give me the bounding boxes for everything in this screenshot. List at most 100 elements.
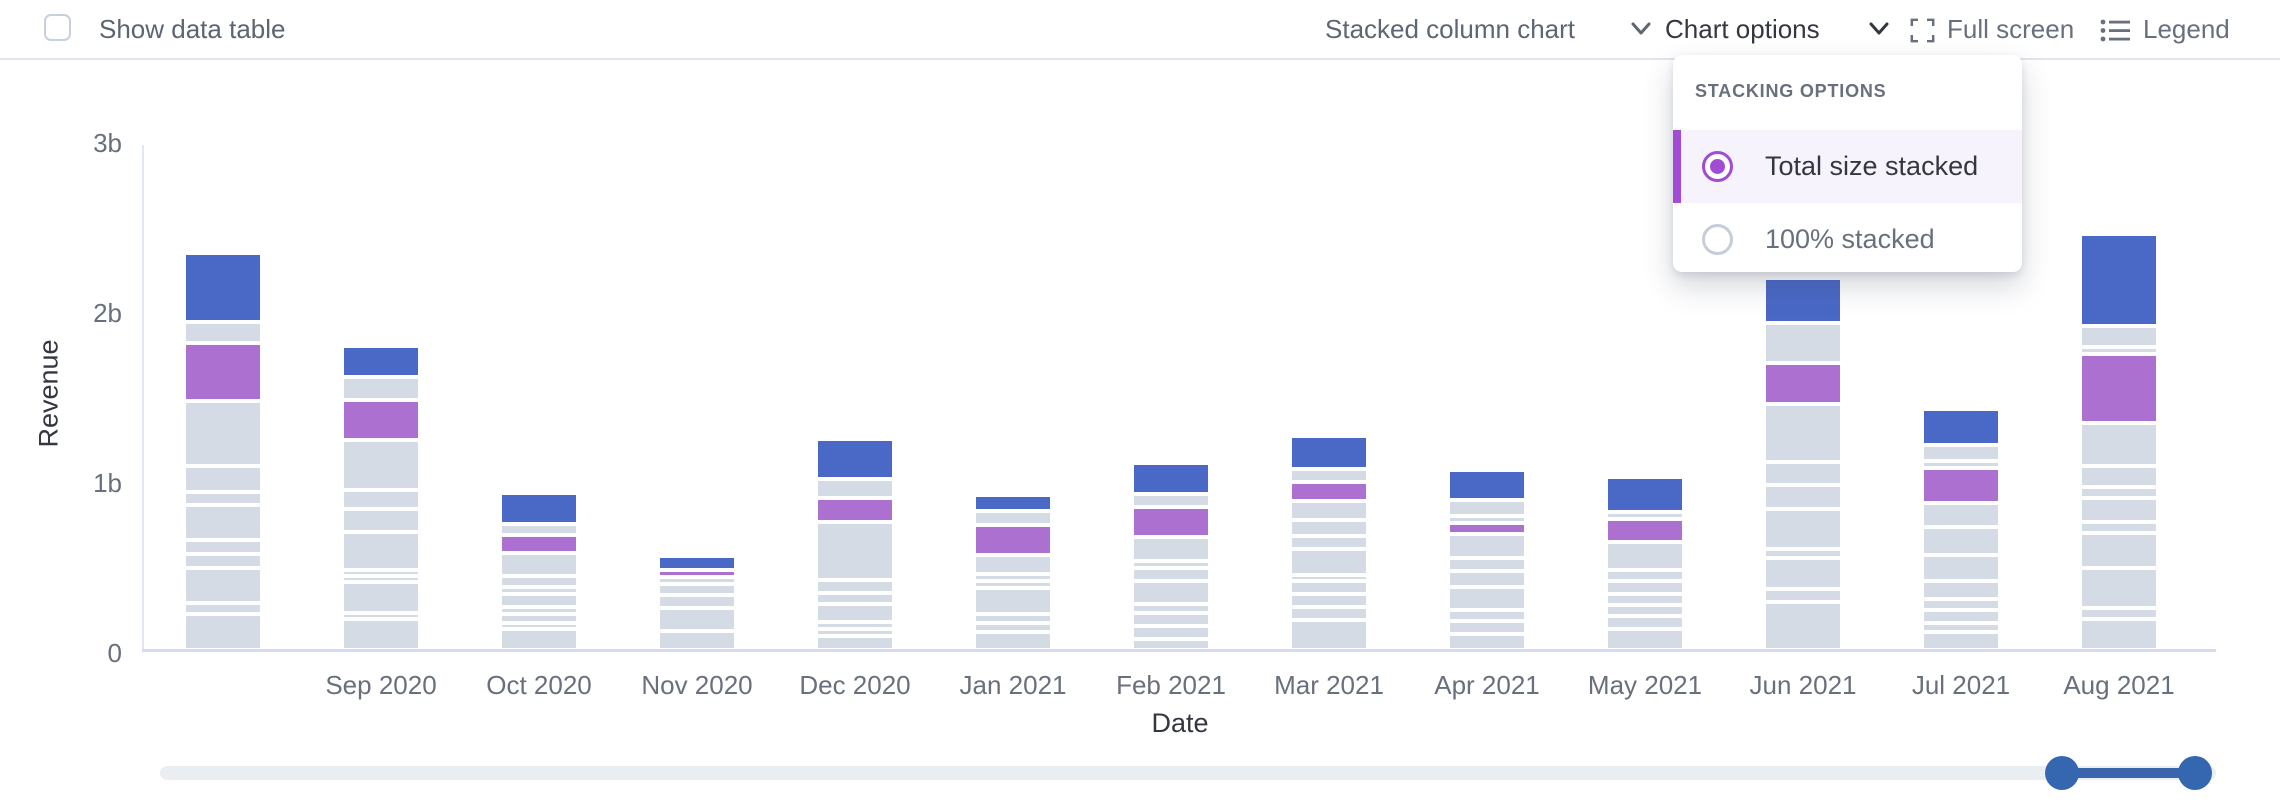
bar-segment-gray[interactable] xyxy=(344,511,418,530)
bar-segment-purple[interactable] xyxy=(186,345,260,399)
bar-segment-blue[interactable] xyxy=(502,495,576,522)
bar-segment-gray[interactable] xyxy=(1766,487,1840,507)
bar-segment-blue[interactable] xyxy=(818,441,892,477)
bar-segment-gray[interactable] xyxy=(1134,570,1208,579)
bar-segment-gray[interactable] xyxy=(1766,464,1840,483)
bar-segment-blue[interactable] xyxy=(1608,479,1682,510)
bar-segment-gray[interactable] xyxy=(976,634,1050,648)
bar-segment-gray[interactable] xyxy=(344,615,418,617)
radio-unselected-icon[interactable] xyxy=(1702,224,1733,255)
bar-segment-gray[interactable] xyxy=(2082,349,2156,352)
bar-segment-gray[interactable] xyxy=(1608,596,1682,603)
bar-segment-gray[interactable] xyxy=(502,609,576,612)
bar-segment-gray[interactable] xyxy=(1292,596,1366,605)
bar-segment-gray[interactable] xyxy=(976,513,1050,523)
bar-segment-gray[interactable] xyxy=(976,590,1050,612)
bar-segment-purple[interactable] xyxy=(1134,509,1208,535)
bar-segment-purple[interactable] xyxy=(818,500,892,520)
radio-selected-icon[interactable] xyxy=(1702,151,1733,182)
bar-segment-gray[interactable] xyxy=(186,570,260,601)
bar-segment-gray[interactable] xyxy=(2082,468,2156,485)
legend-button[interactable]: Legend xyxy=(2143,14,2230,44)
bar-segment-gray[interactable] xyxy=(344,534,418,568)
bar-segment-gray[interactable] xyxy=(344,621,418,648)
bar-segment-gray[interactable] xyxy=(1134,628,1208,637)
bar-segment-gray[interactable] xyxy=(344,584,418,611)
bar-segment-gray[interactable] xyxy=(1450,589,1524,608)
bar-segment-gray[interactable] xyxy=(1608,514,1682,517)
bar-segment-blue[interactable] xyxy=(1450,472,1524,498)
bar-segment-gray[interactable] xyxy=(1924,463,1998,466)
bar-segment-purple[interactable] xyxy=(1608,521,1682,540)
bar-segment-gray[interactable] xyxy=(1766,406,1840,460)
bar-segment-gray[interactable] xyxy=(186,542,260,552)
bar-segment-gray[interactable] xyxy=(1450,612,1524,619)
chart-type-dropdown[interactable]: Stacked column chart xyxy=(1325,14,1576,44)
bar-segment-gray[interactable] xyxy=(1608,618,1682,627)
bar-segment-gray[interactable] xyxy=(818,631,892,634)
bar-segment-blue[interactable] xyxy=(1292,438,1366,467)
bar-segment-gray[interactable] xyxy=(186,556,260,566)
bar-segment-gray[interactable] xyxy=(1924,625,1998,630)
bar-segment-gray[interactable] xyxy=(186,468,260,490)
bar-segment-gray[interactable] xyxy=(1924,634,1998,648)
bar-segment-gray[interactable] xyxy=(818,595,892,602)
bar-segment-gray[interactable] xyxy=(1292,577,1366,579)
bar-segment-gray[interactable] xyxy=(1608,572,1682,579)
bar-segment-blue[interactable] xyxy=(1766,280,1840,321)
bar-segment-gray[interactable] xyxy=(502,589,576,592)
bar-segment-gray[interactable] xyxy=(1608,607,1682,614)
bar-segment-gray[interactable] xyxy=(1924,557,1998,579)
bar-segment-gray[interactable] xyxy=(186,403,260,464)
bar-segment-gray[interactable] xyxy=(502,616,576,621)
bar-segment-purple[interactable] xyxy=(502,537,576,551)
bar-segment-gray[interactable] xyxy=(1608,544,1682,568)
bar-segment-gray[interactable] xyxy=(660,633,734,648)
bar-segment-gray[interactable] xyxy=(976,576,1050,579)
bar-segment-gray[interactable] xyxy=(502,555,576,574)
bar-segment-gray[interactable] xyxy=(344,578,418,580)
bar-segment-blue[interactable] xyxy=(344,348,418,375)
bar-segment-gray[interactable] xyxy=(1134,563,1208,566)
bar-segment-gray[interactable] xyxy=(1766,551,1840,556)
show-data-table-label[interactable]: Show data table xyxy=(99,14,286,44)
bar-segment-gray[interactable] xyxy=(186,324,260,341)
bar-segment-gray[interactable] xyxy=(660,579,734,582)
bar-segment-blue[interactable] xyxy=(1134,465,1208,492)
bar-segment-gray[interactable] xyxy=(1292,522,1366,534)
bar-segment-purple[interactable] xyxy=(344,402,418,438)
bar-segment-gray[interactable] xyxy=(1924,583,1998,597)
show-data-table-checkbox[interactable] xyxy=(44,14,71,41)
option-label[interactable]: Total size stacked xyxy=(1765,151,1979,181)
bar-segment-gray[interactable] xyxy=(1450,502,1524,514)
legend-list-icon[interactable] xyxy=(2100,18,2132,43)
bar-segment-purple[interactable] xyxy=(2082,356,2156,421)
bar-segment-gray[interactable] xyxy=(1450,573,1524,585)
bar-segment-gray[interactable] xyxy=(660,610,734,629)
bar-segment-gray[interactable] xyxy=(1924,529,1998,553)
bar-segment-gray[interactable] xyxy=(976,583,1050,586)
bar-segment-gray[interactable] xyxy=(2082,535,2156,566)
bar-segment-gray[interactable] xyxy=(2082,610,2156,617)
bar-segment-blue[interactable] xyxy=(186,255,260,320)
bar-segment-gray[interactable] xyxy=(660,597,734,606)
bar-segment-purple[interactable] xyxy=(1292,484,1366,499)
bar-segment-gray[interactable] xyxy=(976,625,1050,630)
bar-segment-gray[interactable] xyxy=(502,578,576,585)
bar-segment-gray[interactable] xyxy=(1134,641,1208,648)
bar-segment-blue[interactable] xyxy=(2082,236,2156,324)
bar-segment-gray[interactable] xyxy=(2082,621,2156,648)
bar-segment-gray[interactable] xyxy=(1766,325,1840,361)
bar-segment-gray[interactable] xyxy=(186,616,260,648)
bar-segment-gray[interactable] xyxy=(976,557,1050,572)
bar-segment-gray[interactable] xyxy=(818,624,892,627)
bar-segment-purple[interactable] xyxy=(660,572,734,575)
bar-segment-gray[interactable] xyxy=(2082,524,2156,531)
bar-segment-gray[interactable] xyxy=(818,481,892,496)
bar-segment-purple[interactable] xyxy=(1766,365,1840,402)
bar-segment-gray[interactable] xyxy=(502,625,576,627)
chevron-down-icon[interactable] xyxy=(1630,21,1652,37)
full-screen-button[interactable]: Full screen xyxy=(1947,14,2075,44)
bar-segment-purple[interactable] xyxy=(1450,525,1524,532)
bar-segment-gray[interactable] xyxy=(1924,447,1998,459)
